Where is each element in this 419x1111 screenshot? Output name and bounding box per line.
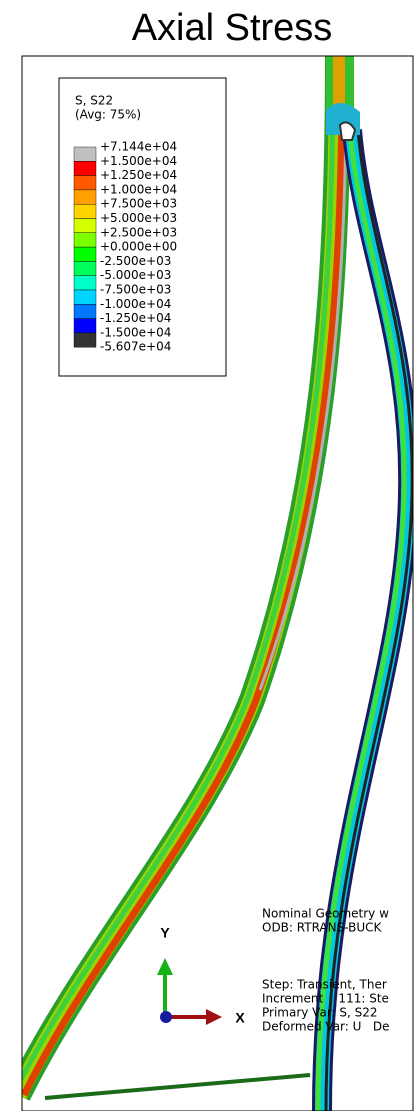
triad: Y X: [157, 925, 245, 1026]
legend-label: -1.250e+04: [100, 311, 171, 325]
legend-label: +1.250e+04: [100, 168, 177, 182]
legend-label: -2.500e+03: [100, 254, 171, 268]
legend-swatch: [74, 219, 96, 233]
legend-label: +2.500e+03: [100, 225, 177, 239]
legend: +7.144e+04+1.500e+04+1.250e+04+1.000e+04…: [74, 140, 177, 354]
legend-label: -5.000e+03: [100, 268, 171, 282]
legend-swatch: [74, 147, 96, 161]
legend-label: +0.000e+00: [100, 240, 177, 254]
legend-swatch: [74, 304, 96, 318]
page: Axial Stress S, S22 (Avg: 75%) +7.144e+0…: [0, 0, 419, 1111]
legend-label: +1.500e+04: [100, 154, 177, 168]
title: Axial Stress: [132, 7, 333, 49]
legend-label: +7.144e+04: [100, 140, 177, 154]
legend-swatch: [74, 319, 96, 333]
axis-x-label: X: [235, 1010, 245, 1026]
info-line: Nominal Geometry w: [262, 907, 389, 921]
legend-swatch: [74, 161, 96, 175]
legend-swatch: [74, 333, 96, 347]
legend-label: -1.000e+04: [100, 297, 171, 311]
legend-label: -7.500e+03: [100, 283, 171, 297]
legend-swatch: [74, 276, 96, 290]
legend-swatch: [74, 190, 96, 204]
axis-y-label: Y: [160, 925, 170, 941]
info-line: Increment 111: Ste: [262, 992, 389, 1006]
info-line: Deformed Var: U De: [262, 1020, 389, 1034]
legend-swatch: [74, 290, 96, 304]
top-joint: [326, 56, 360, 140]
info-line: Primary Var: S, S22: [262, 1006, 378, 1020]
legend-swatch: [74, 176, 96, 190]
legend-label: +5.000e+03: [100, 211, 177, 225]
legend-label: -1.500e+04: [100, 325, 171, 339]
legend-subtitle: (Avg: 75%): [75, 108, 141, 122]
legend-label: +1.000e+04: [100, 182, 177, 196]
base-link: [45, 1075, 310, 1098]
info-line: Step: Transient, Ther: [262, 978, 387, 992]
legend-swatch: [74, 261, 96, 275]
legend-label: +7.500e+03: [100, 197, 177, 211]
viewport: Axial Stress S, S22 (Avg: 75%) +7.144e+0…: [0, 0, 419, 1111]
info-line: ODB: RTRANS-BUCK: [262, 921, 383, 935]
legend-swatch: [74, 233, 96, 247]
legend-swatch: [74, 204, 96, 218]
legend-label: -5.607e+04: [100, 340, 171, 354]
legend-swatch: [74, 247, 96, 261]
legend-title: S, S22: [75, 94, 113, 108]
